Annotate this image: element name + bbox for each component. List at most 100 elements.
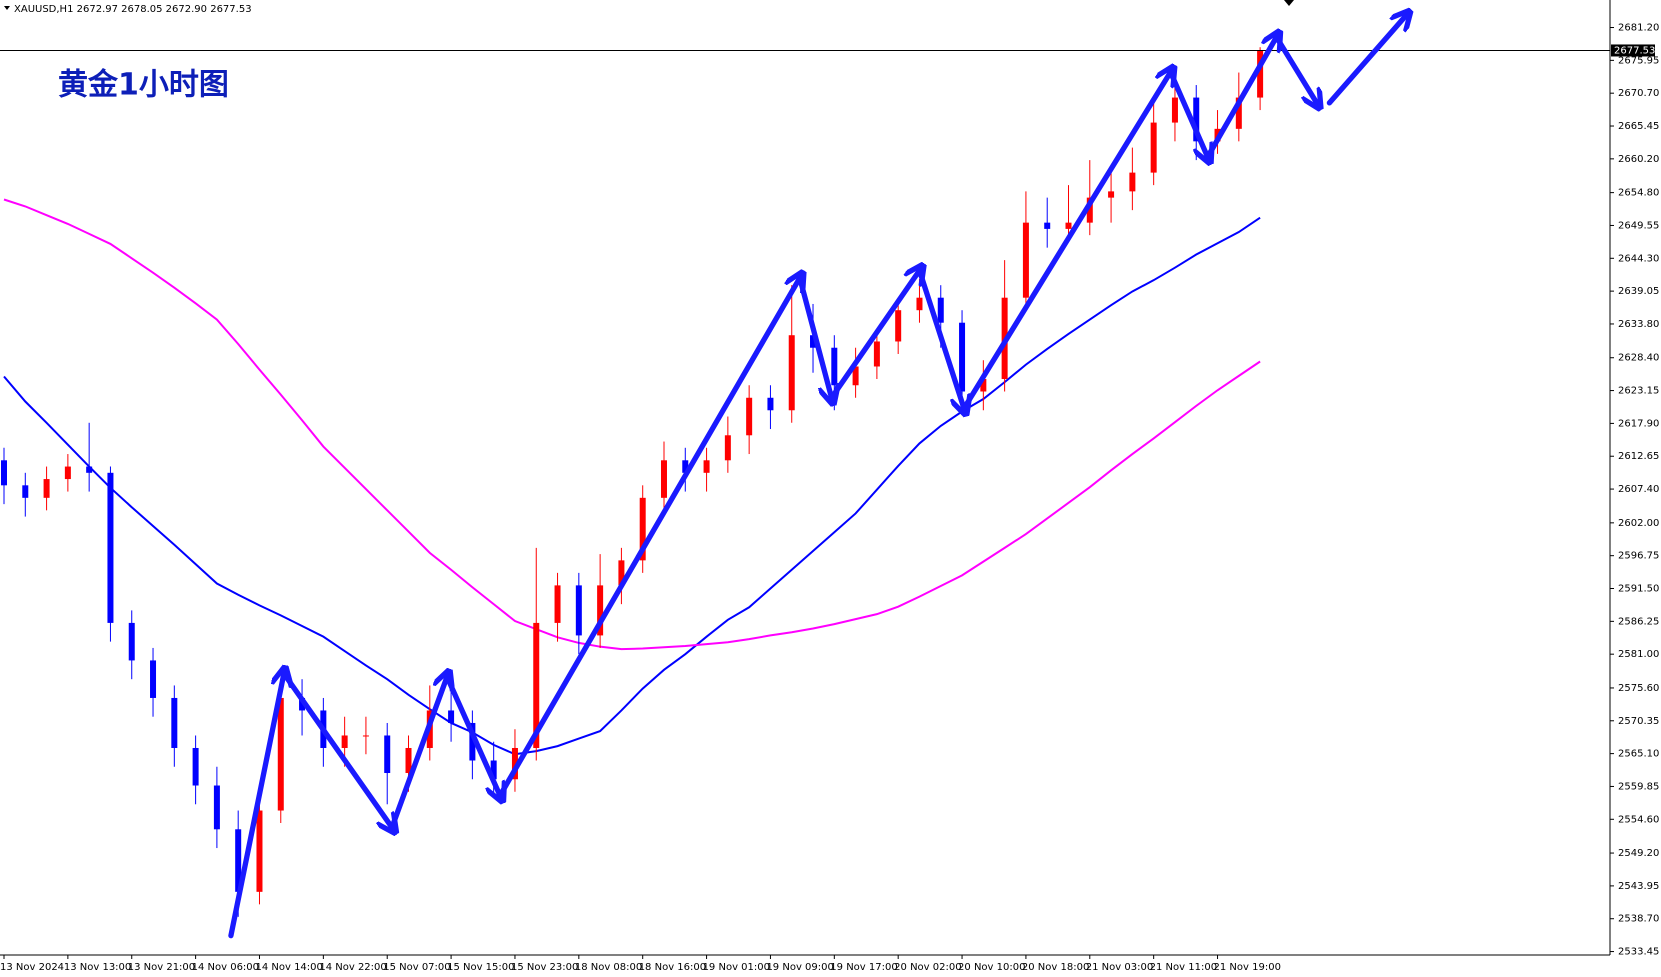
candle-body [86,466,93,473]
candle-body [788,335,795,411]
arrow [961,72,1171,412]
x-tick-label: 18 Nov 16:00 [639,962,706,973]
y-tick-label: 2591.50 [1618,584,1659,595]
y-tick-label: 2575.60 [1618,683,1659,694]
y-tick-label: 2654.80 [1618,188,1659,199]
candle-body [533,622,540,748]
y-tick-label: 2533.45 [1618,947,1659,958]
current-price-box [1611,44,1655,57]
candle-body [1044,222,1051,229]
arrow [916,267,963,409]
candle-body [43,479,50,498]
y-tick-label: 2565.10 [1618,749,1659,760]
candle-body [937,297,944,323]
candle-body [831,347,838,386]
candle-body [22,485,29,498]
candle-body [171,697,178,748]
candle-body [1,460,7,486]
candle-body [916,297,923,311]
y-tick-label: 2675.95 [1618,55,1659,66]
x-tick-label: 13 Nov 21:00 [128,962,195,973]
y-tick-label: 2628.40 [1618,353,1659,364]
candle-body [980,378,987,392]
y-tick-label: 2649.55 [1618,220,1659,231]
x-tick-label: 13 Nov 2024 [0,962,64,973]
arrow [1273,34,1316,103]
y-tick-label: 2586.25 [1618,616,1659,627]
candle-body [64,466,71,480]
y-tick-label: 2596.75 [1618,551,1659,562]
y-tick-label: 2665.45 [1618,121,1659,132]
candle-body [1108,191,1115,198]
y-tick-label: 2612.65 [1618,451,1659,462]
y-tick-label: 2644.30 [1618,253,1659,264]
candle-body [959,322,966,392]
shift-marker [1284,0,1294,6]
y-tick-label: 2681.20 [1618,23,1659,34]
y-tick-label: 2543.95 [1618,881,1659,892]
x-tick-label: 20 Nov 10:00 [958,962,1025,973]
y-tick-label: 2602.00 [1618,518,1659,529]
y-tick-label: 2670.70 [1618,88,1659,99]
y-tick-label: 2660.20 [1618,154,1659,165]
x-tick-label: 15 Nov 15:00 [447,962,514,973]
arrow [1204,37,1277,160]
arrow [497,278,800,799]
candle-body [895,310,902,342]
candle-body [554,585,561,623]
moving-average [3,216,1261,756]
trend-arrows [228,16,1406,939]
y-tick-label: 2607.40 [1618,484,1659,495]
candle-body [362,735,369,737]
x-tick-label: 20 Nov 18:00 [1022,962,1089,973]
candle-body [235,829,242,892]
candle-body [1065,222,1072,229]
y-tick-label: 2559.85 [1618,781,1659,792]
candle-body [724,435,731,461]
candle-body [639,497,646,561]
candle-body [128,622,135,661]
candle-body [682,460,689,473]
candle-body [746,397,753,436]
y-tick-label: 2549.20 [1618,848,1659,859]
candle-body [660,460,667,498]
candle-body [597,585,604,636]
candle-body [256,810,263,892]
chart-header: XAUUSD,H1 2672.97 2678.05 2672.90 2677.5… [14,4,252,15]
candle-body [299,697,306,711]
candle-body [469,722,476,761]
x-tick-label: 21 Nov 11:00 [1150,962,1217,973]
y-tick-label: 2581.00 [1618,649,1659,660]
x-tick-label: 18 Nov 08:00 [575,962,642,973]
x-tick-label: 20 Nov 02:00 [894,962,961,973]
arrow [444,674,500,796]
candle-body [405,747,412,774]
arrow [1326,16,1405,106]
candle-body [1022,222,1029,298]
chart-title: 黄金1小时图 [58,68,229,103]
candle-body [618,560,625,586]
arrow [797,275,832,398]
y-tick-label: 2617.90 [1618,418,1659,429]
current-price-label: 2677.53 [1614,45,1655,56]
candle-body [150,660,157,698]
candle-body [107,472,114,623]
candle-body [1193,97,1200,142]
y-tick-label: 2554.60 [1618,814,1659,825]
x-tick-label: 21 Nov 03:00 [1086,962,1153,973]
candle-body [511,747,518,780]
menu-icon [4,6,10,10]
candle-body [575,585,582,636]
candle-body [490,760,497,780]
candle-body [1086,197,1093,223]
candle-body [1171,97,1178,123]
candle-body [873,341,880,367]
arrow [228,674,284,939]
x-tick-label: 19 Nov 01:00 [703,962,770,973]
x-tick-label: 15 Nov 23:00 [511,962,578,973]
arrow [389,677,447,831]
candle-body [703,460,710,473]
candle-body [341,735,348,748]
x-tick-label: 14 Nov 06:00 [192,962,259,973]
